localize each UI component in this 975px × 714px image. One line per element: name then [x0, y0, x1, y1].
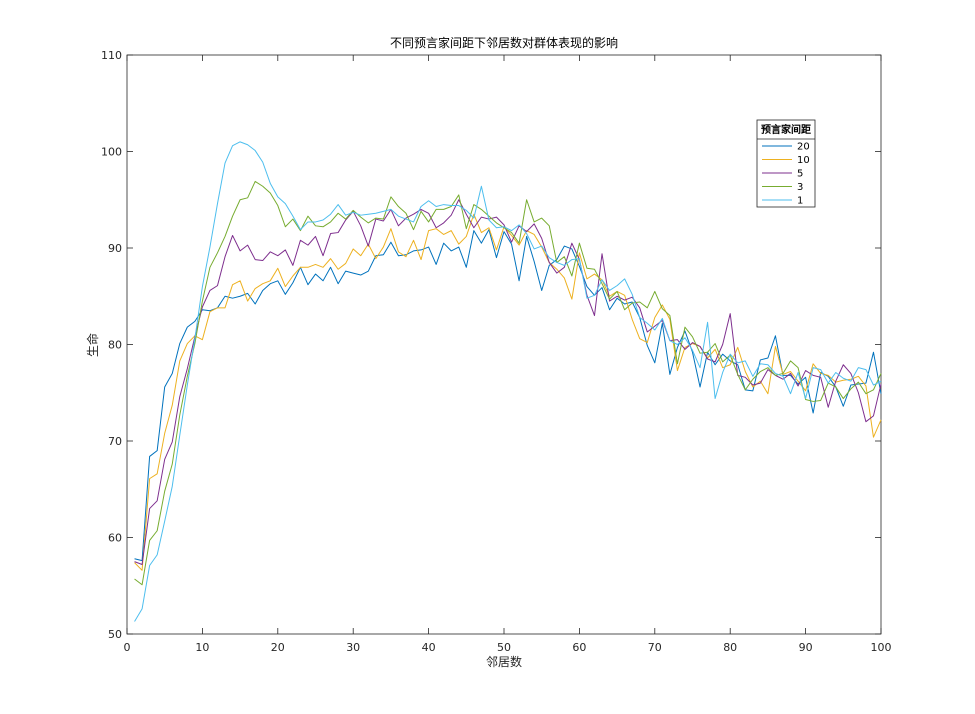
- series-line-3: [134, 180, 882, 586]
- y-tick-label: 110: [101, 49, 122, 62]
- legend: 预言家间距 20 10 5 3 1: [756, 119, 816, 208]
- x-tick-label: 90: [799, 641, 813, 654]
- x-axis-label: 邻居数: [486, 654, 522, 669]
- x-tick-label: 50: [497, 641, 511, 654]
- legend-label: 5: [797, 169, 803, 180]
- legend-label: 10: [797, 155, 810, 166]
- x-tick-label: 40: [422, 641, 436, 654]
- x-tick-label: 60: [572, 641, 586, 654]
- legend-label: 1: [797, 196, 803, 207]
- x-tick-label: 10: [195, 641, 209, 654]
- x-tick-label: 30: [346, 641, 360, 654]
- y-tick-label: 70: [108, 435, 122, 448]
- y-axis-label: 生命: [85, 333, 100, 357]
- legend-label: 20: [797, 142, 810, 153]
- series-lines: [134, 141, 882, 622]
- plot-area: [126, 54, 882, 635]
- x-tick-label: 100: [871, 641, 892, 654]
- chart-title: 不同预言家间距下邻居数对群体表现的影响: [390, 35, 618, 50]
- y-tick-label: 60: [108, 532, 122, 545]
- series-line-1: [134, 141, 882, 622]
- y-tick-label: 100: [101, 146, 122, 159]
- legend-items: 20 10 5 3 1: [762, 142, 810, 207]
- x-tick-label: 70: [648, 641, 662, 654]
- legend-title: 预言家间距: [761, 123, 811, 136]
- y-tick-label: 50: [108, 628, 122, 641]
- y-tick-label: 80: [108, 339, 122, 352]
- legend-label: 3: [797, 182, 803, 193]
- legend-box: [756, 119, 816, 208]
- x-tick-label: 20: [271, 641, 285, 654]
- x-tick-label: 0: [124, 641, 131, 654]
- y-tick-label: 90: [108, 242, 122, 255]
- series-line-5: [134, 199, 882, 566]
- x-tick-label: 80: [723, 641, 737, 654]
